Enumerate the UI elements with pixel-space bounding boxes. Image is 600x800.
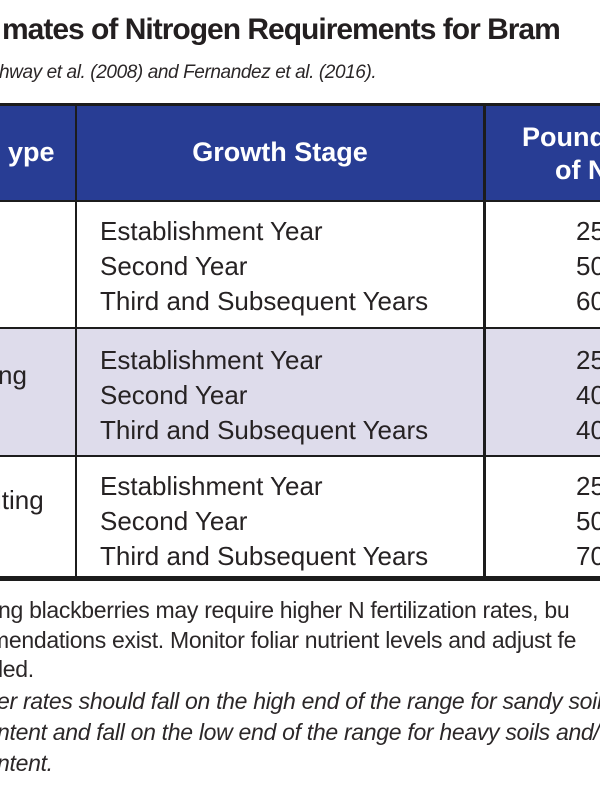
table-border-bottom (0, 576, 600, 581)
row1-value-line3: 60 (576, 286, 600, 316)
row2-stage-line1: Establishment Year (100, 345, 323, 375)
row1-value-line1: 25 (576, 216, 600, 246)
row3-value-line2: 50 (576, 506, 600, 536)
row1-value-line2: 50 (576, 251, 600, 281)
table-border-under-header (0, 200, 600, 202)
footnote2-line1: er rates should fall on the high end of … (0, 688, 600, 714)
table-border-vertical-col1 (75, 103, 77, 581)
table-border-top (0, 103, 600, 106)
row3-values-cell: 25 50 70 (576, 469, 600, 574)
row1-values-cell: 25 50 60 (576, 214, 600, 319)
row3-stage-line3: Third and Subsequent Years (100, 541, 429, 571)
footnote2-line2: ntent and fall on the low end of the ran… (0, 719, 600, 745)
page-title: mates of Nitrogen Requirements for Bram (2, 13, 561, 46)
row2-type-cell: ng (0, 360, 27, 390)
row3-stage-line2: Second Year (100, 506, 248, 536)
source-citation: hway et al. (2008) and Fernandez et al. … (0, 62, 377, 83)
row2-stage-line2: Second Year (100, 380, 248, 410)
footnote1-line1: ng blackberries may require higher N fer… (0, 597, 570, 623)
footnote1-line2: mendations exist. Monitor foliar nutrien… (0, 627, 577, 653)
footnote2-line3: ntent. (0, 750, 53, 776)
header-cell-pounds-line1: Pound (522, 122, 600, 152)
row1-stage-line2: Second Year (100, 251, 248, 281)
row3-stage-line1: Establishment Year (100, 471, 323, 501)
row2-growth-stage-cell: Establishment Year Second Year Third and… (100, 343, 428, 448)
header-cell-pounds-line2: of N (555, 155, 600, 185)
row3-growth-stage-cell: Establishment Year Second Year Third and… (100, 469, 428, 574)
row1-stage-line1: Establishment Year (100, 216, 323, 246)
footnote1-line3: led. (0, 656, 34, 682)
row2-value-line1: 25 (576, 345, 600, 375)
table-border-vertical-col2 (483, 103, 486, 581)
header-cell-growth-stage: Growth Stage (77, 103, 483, 200)
table-header-background (0, 103, 600, 202)
row1-growth-stage-cell: Establishment Year Second Year Third and… (100, 214, 428, 319)
row2-values-cell: 25 40 40 (576, 343, 600, 448)
header-growth-stage-label: Growth Stage (192, 136, 368, 167)
row2-value-line2: 40 (576, 380, 600, 410)
row3-value-line1: 25 (576, 471, 600, 501)
row3-value-line3: 70 (576, 541, 600, 571)
row3-type-cell: iting (0, 485, 44, 515)
header-cell-type: ype (8, 137, 55, 167)
table-alt-row-background (0, 327, 600, 457)
row2-value-line3: 40 (576, 415, 600, 445)
table-border-under-row1 (0, 327, 600, 329)
row1-stage-line3: Third and Subsequent Years (100, 286, 429, 316)
table-border-under-row2 (0, 455, 600, 457)
row2-stage-line3: Third and Subsequent Years (100, 415, 429, 445)
